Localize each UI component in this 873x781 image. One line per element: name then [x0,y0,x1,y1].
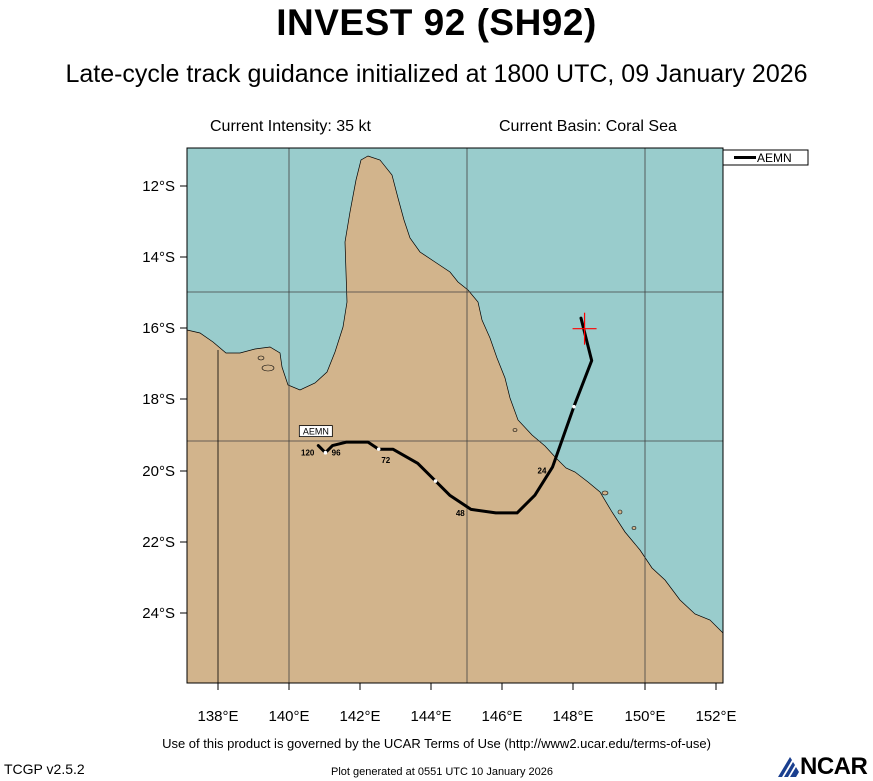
map-area: 24 48 72 96 120 AEMN [187,148,723,683]
track-hour-label: 24 [538,466,547,475]
lat-tick-label: 24°S [142,605,175,622]
page-title: INVEST 92 (SH92) [276,2,597,43]
lon-tick-label: 142°E [339,708,380,725]
lon-tick-label: 152°E [695,708,736,725]
lon-tick-label: 146°E [481,708,522,725]
track-hour-label: 96 [332,449,341,458]
page-subtitle: Late-cycle track guidance initialized at… [65,60,808,88]
track-model-label: AEMN [303,427,329,437]
ncar-logo-text: NCAR [800,753,868,780]
lon-tick-label: 140°E [268,708,309,725]
legend: AEMN [722,149,809,166]
lon-tick-label: 144°E [410,708,451,725]
lon-tick-label: 150°E [624,708,665,725]
y-axis-labels: 12°S 14°S 16°S 18°S 20°S 22°S 24°S [142,178,175,622]
x-axis-labels: 138°E 140°E 142°E 144°E 146°E 148°E 150°… [197,708,736,725]
current-intensity: Current Intensity: 35 kt [210,118,371,135]
lat-tick-label: 12°S [142,178,175,195]
track-24h-marker [376,447,381,451]
legend-entry-aemn: AEMN [757,151,792,165]
track-24h-marker [433,479,438,483]
ncar-logo: NCAR [776,753,873,780]
track-hour-label: 48 [456,509,465,518]
graticule [187,148,723,683]
version-label: TCGP v2.5.2 [4,761,85,777]
current-basin: Current Basin: Coral Sea [499,118,677,135]
lat-tick-label: 14°S [142,249,175,266]
track-24h-marker [572,404,576,409]
track-line-aemn [316,316,594,515]
track-map: 24 48 72 96 120 AEMN 12°S 14°S 16°S 18°S 20°S… [142,147,809,725]
generated-time: Plot generated at 0551 UTC 10 January 20… [331,766,553,778]
legend-box [722,149,809,166]
australia-land [187,155,723,683]
lat-tick-label: 22°S [142,534,175,551]
lon-tick-label: 138°E [197,708,238,725]
track-hour-label: 72 [381,456,390,465]
forecast-tracks: 24 48 72 96 120 AEMN [298,312,597,518]
lat-tick-label: 20°S [142,463,175,480]
lat-tick-label: 18°S [142,391,175,408]
track-model-label-box [298,425,333,438]
ncar-logo-icon [778,757,799,777]
track-hour-label: 120 [301,449,315,458]
track-24h-marker [323,450,328,455]
islands [257,355,637,530]
y-axis [180,185,187,614]
plot-frame [186,147,724,684]
x-axis [217,683,717,690]
lon-tick-label: 148°E [552,708,593,725]
terms-notice: Use of this product is governed by the U… [162,736,711,751]
lat-tick-label: 16°S [142,320,175,337]
